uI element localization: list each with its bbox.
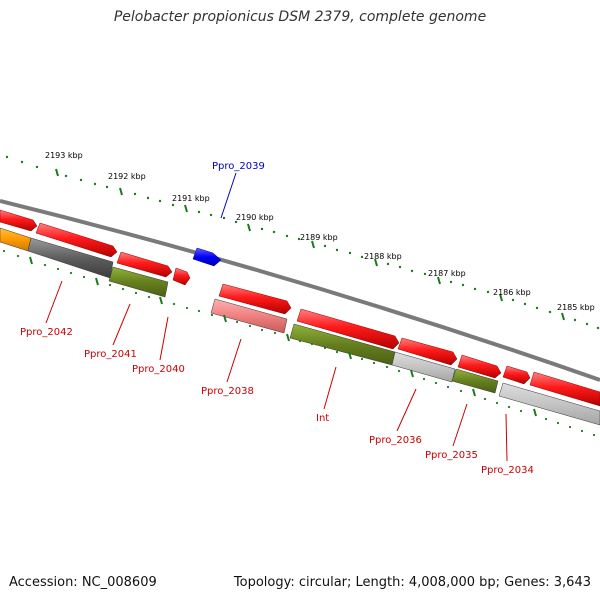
tick-label-2185: 2185 kbp — [557, 303, 595, 312]
tick-label-2192: 2192 kbp — [108, 172, 146, 181]
gene-label-ppro-2034: Ppro_2034 — [481, 465, 534, 476]
feature-bar — [210, 298, 288, 334]
gene-label-ppro-2041: Ppro_2041 — [84, 349, 137, 360]
feature-bar — [451, 368, 499, 394]
inner-dots — [2, 249, 596, 437]
scale-tick-labels: 2193 kbp 2192 kbp 2191 kbp 2190 kbp 2189… — [45, 151, 595, 312]
label-leaders — [45, 172, 508, 462]
gene-arrow — [502, 365, 531, 385]
forward-genes — [0, 209, 600, 407]
gene-arrow — [172, 267, 191, 286]
genome-stats-text: Topology: circular; Length: 4,008,000 bp… — [233, 575, 591, 590]
gene-label-ppro-2035: Ppro_2035 — [425, 450, 478, 461]
gene-arrow — [529, 371, 600, 407]
tick-label-2187: 2187 kbp — [428, 269, 466, 278]
gene-arrow — [116, 251, 173, 278]
tick-label-2190: 2190 kbp — [236, 213, 274, 222]
feature-bar — [108, 266, 169, 298]
tick-label-2193: 2193 kbp — [45, 151, 83, 160]
gene-label-ppro-2038: Ppro_2038 — [201, 386, 254, 397]
feature-bars — [0, 227, 600, 426]
tick-label-2191: 2191 kbp — [172, 194, 210, 203]
genome-backbone — [0, 199, 600, 382]
gene-arrow — [457, 354, 502, 379]
scale-dots — [5, 155, 600, 330]
tick-label-2189: 2189 kbp — [300, 233, 338, 242]
inner-ticks — [29, 256, 537, 417]
reverse-gene-arrow — [192, 247, 222, 267]
ncrna-bar — [0, 227, 32, 252]
gene-arrow — [218, 283, 292, 315]
tick-label-2186: 2186 kbp — [493, 288, 531, 297]
gene-arrow — [35, 222, 118, 258]
feature-bar — [498, 382, 600, 426]
scale-ticks — [55, 168, 565, 321]
accession-text: Accession: NC_008609 — [9, 575, 157, 590]
tick-label-2188: 2188 kbp — [364, 252, 402, 261]
gene-arrow — [0, 209, 38, 232]
gene-label-ppro-2036: Ppro_2036 — [369, 435, 422, 446]
gene-labels[interactable]: Ppro_2039 Ppro_2042 Ppro_2041 Ppro_2040 … — [20, 161, 534, 476]
gene-label-ppro-2039: Ppro_2039 — [212, 161, 265, 172]
gene-label-ppro-2040: Ppro_2040 — [132, 364, 185, 375]
map-title: Pelobacter propionicus DSM 2379, complet… — [113, 9, 487, 25]
gene-arrow — [296, 308, 400, 350]
feature-bar — [391, 351, 456, 383]
gene-label-ppro-2042: Ppro_2042 — [20, 327, 73, 338]
gene-arrow — [397, 337, 458, 366]
gene-label-int: Int — [316, 413, 329, 424]
